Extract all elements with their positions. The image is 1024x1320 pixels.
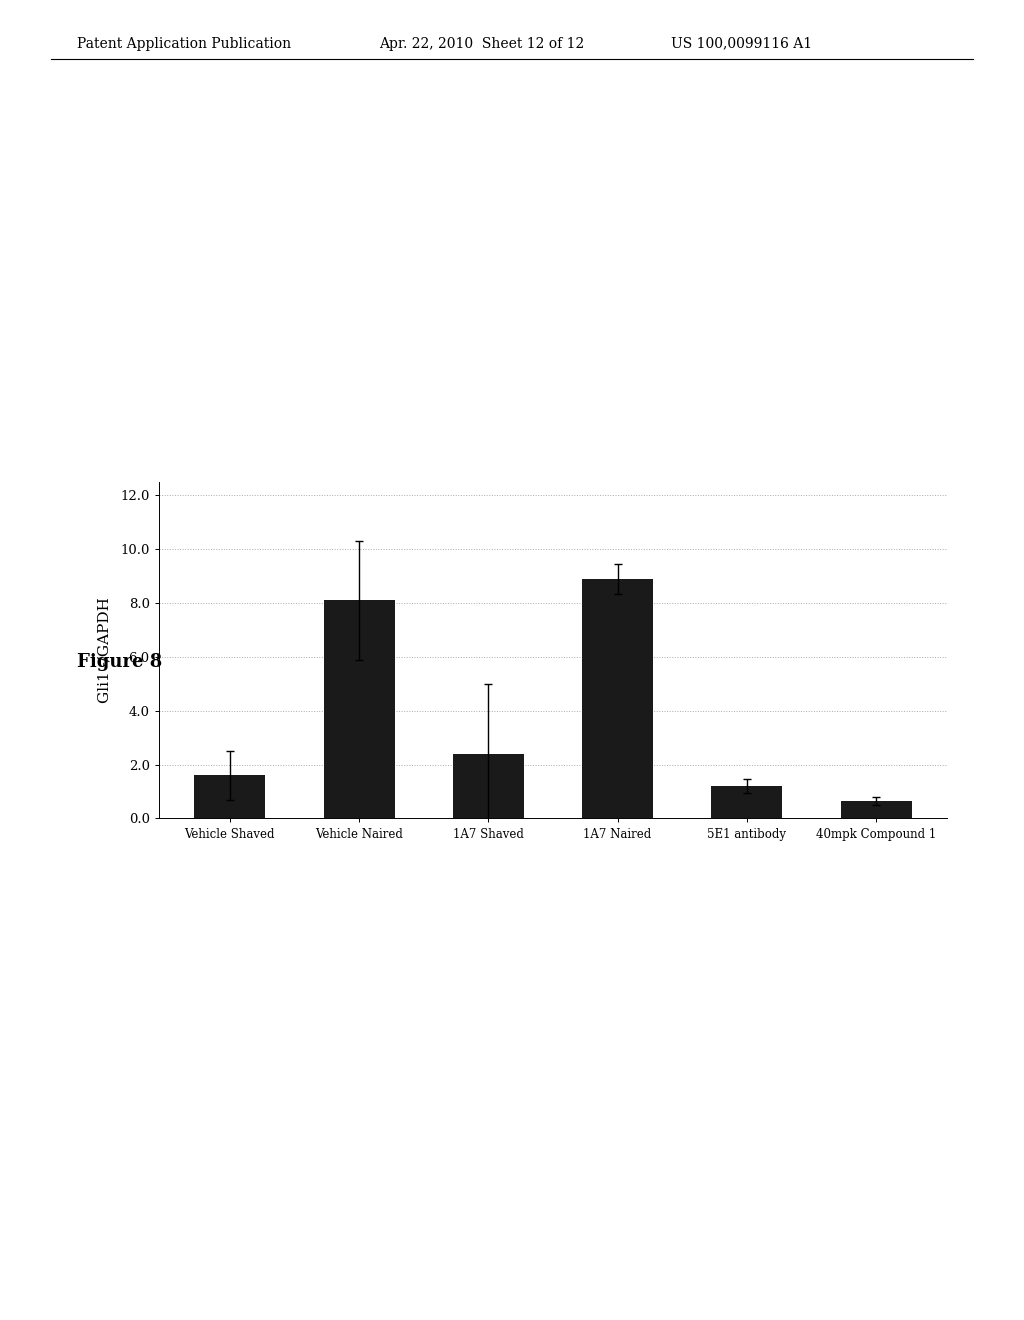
Bar — [453, 754, 524, 818]
Bar — [712, 787, 782, 818]
Text: Apr. 22, 2010  Sheet 12 of 12: Apr. 22, 2010 Sheet 12 of 12 — [379, 37, 584, 50]
Text: Patent Application Publication: Patent Application Publication — [77, 37, 291, 50]
Bar — [582, 578, 653, 818]
Y-axis label: Gli1 -/GAPDH: Gli1 -/GAPDH — [98, 597, 112, 704]
Bar — [195, 775, 265, 818]
Bar — [324, 601, 394, 818]
Text: Figure 8: Figure 8 — [77, 652, 162, 671]
Text: US 100,0099116 A1: US 100,0099116 A1 — [671, 37, 812, 50]
Bar — [841, 801, 911, 818]
